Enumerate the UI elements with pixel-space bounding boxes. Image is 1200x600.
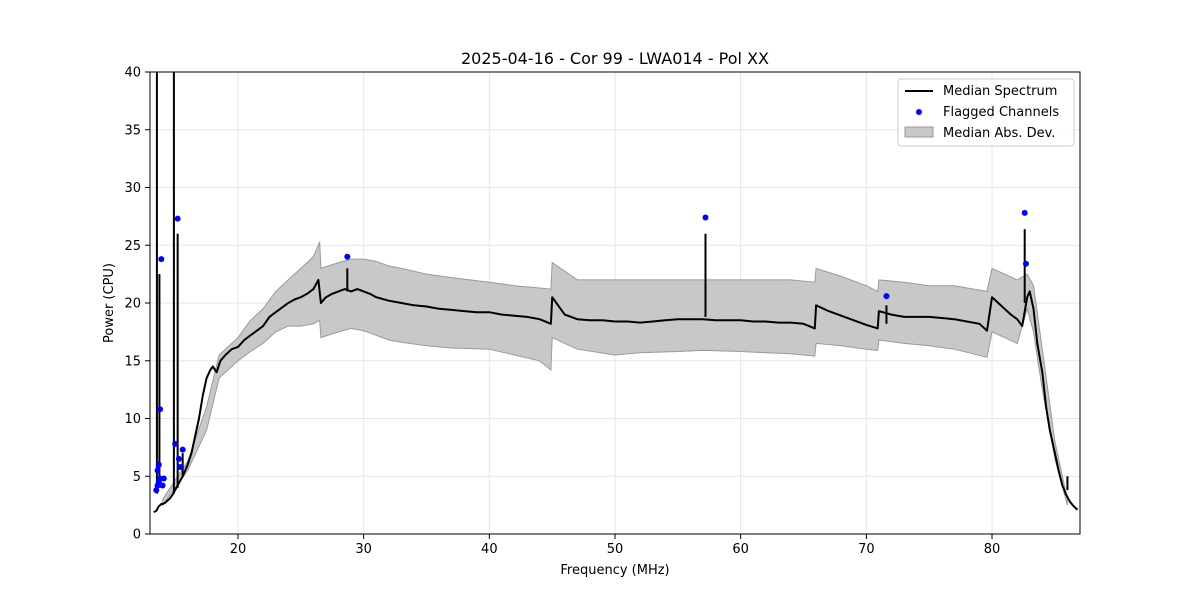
- flagged-points-layer: [153, 209, 1029, 494]
- y-tick-label: 5: [133, 470, 141, 485]
- y-tick-label: 30: [124, 181, 141, 196]
- mad-band: [162, 241, 1068, 507]
- legend-mad-label: Median Abs. Dev.: [943, 126, 1055, 141]
- flagged-channel-point: [158, 256, 165, 263]
- x-tick-label: 70: [858, 542, 875, 557]
- x-axis-label: Frequency (MHz): [560, 563, 669, 578]
- flagged-channel-point: [177, 464, 184, 471]
- median-line-layer: [153, 278, 1079, 514]
- flagged-channel-point: [154, 467, 161, 474]
- x-tick-label: 80: [984, 542, 1001, 557]
- x-tick-label: 40: [481, 542, 498, 557]
- legend-flagged-swatch: [916, 109, 922, 115]
- y-tick-label: 35: [124, 123, 141, 138]
- y-tick-label: 15: [124, 354, 141, 369]
- legend-flagged-label: Flagged Channels: [943, 105, 1059, 120]
- flagged-channel-point: [153, 487, 160, 494]
- flagged-channel-point: [155, 461, 162, 468]
- flagged-channel-point: [157, 406, 164, 413]
- legend-mad-swatch: [904, 126, 934, 138]
- flagged-channel-point: [160, 475, 167, 482]
- y-axis-label: Power (CPU): [102, 263, 117, 343]
- y-axis-ticks: 0 5 10 15 20 25 30 35 40: [124, 66, 150, 543]
- x-tick-label: 50: [607, 542, 624, 557]
- legend-box: [897, 78, 1075, 147]
- flagged-channel-point: [883, 293, 890, 300]
- flagged-channel-point: [179, 446, 186, 453]
- flagged-channel-point: [344, 253, 351, 260]
- y-tick-label: 0: [133, 528, 141, 543]
- legend: Median Spectrum Flagged Channels Median …: [897, 78, 1075, 147]
- y-tick-label: 20: [124, 297, 141, 312]
- median-spectrum-line: [153, 278, 1079, 514]
- x-tick-label: 60: [732, 542, 749, 557]
- flagged-channel-point: [1022, 260, 1029, 267]
- chart-title: 2025-04-16 - Cor 99 - LWA014 - Pol XX: [461, 49, 769, 68]
- x-tick-label: 20: [230, 542, 247, 557]
- mad-band-layer: [162, 241, 1068, 507]
- flagged-channel-point: [175, 455, 182, 462]
- x-tick-label: 30: [355, 542, 372, 557]
- y-tick-label: 40: [124, 66, 141, 81]
- legend-median-label: Median Spectrum: [943, 84, 1057, 99]
- y-tick-label: 25: [124, 239, 141, 254]
- flagged-channel-point: [1021, 209, 1028, 216]
- flagged-channel-point: [172, 440, 179, 447]
- flagged-channel-point: [702, 214, 709, 221]
- flagged-channel-point: [174, 215, 181, 222]
- flagged-channel-point: [159, 482, 166, 489]
- y-tick-label: 10: [124, 412, 141, 427]
- x-axis-ticks: 20 30 40 50 60 70 80: [230, 534, 1001, 557]
